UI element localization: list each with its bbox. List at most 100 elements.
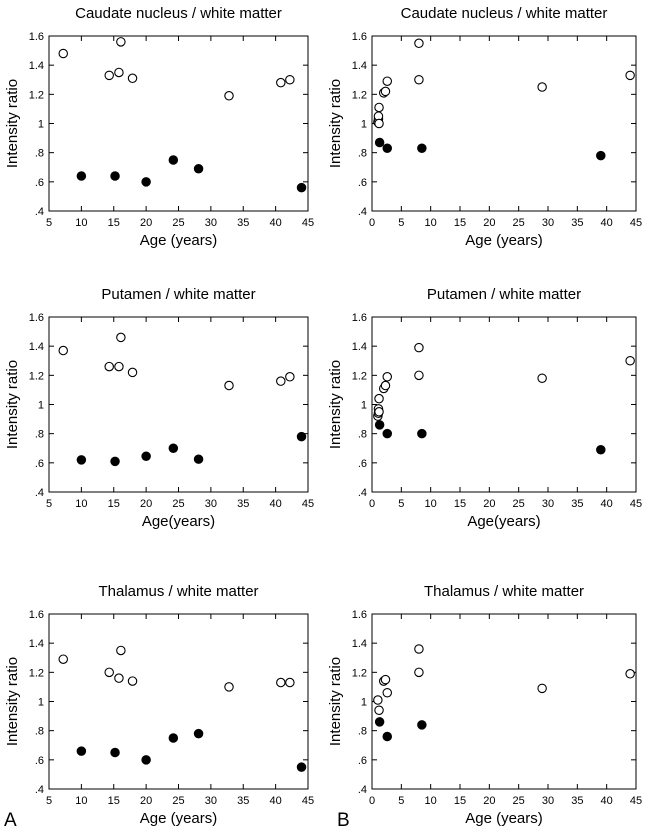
open-data-point xyxy=(380,86,391,97)
filled-data-point xyxy=(417,143,427,154)
y-tick-label: 1.6 xyxy=(352,31,367,43)
y-tick-label: .4 xyxy=(358,784,367,796)
open-data-point xyxy=(285,372,295,382)
x-tick-label: 35 xyxy=(571,795,583,807)
open-data-point xyxy=(58,345,68,356)
filled-data-point xyxy=(168,155,179,165)
x-tick-label: 40 xyxy=(601,217,613,229)
x-tick-label: 15 xyxy=(108,795,120,807)
x-tick-label: 25 xyxy=(172,217,184,229)
open-data-point xyxy=(414,38,424,49)
open-data-point xyxy=(58,48,68,59)
y-tick-label: 1.6 xyxy=(29,609,44,621)
x-tick-label: 40 xyxy=(270,217,282,229)
plot-frame xyxy=(371,613,637,790)
y-tick-label: .6 xyxy=(35,177,44,189)
chart-title: Caudate nucleus / white matter xyxy=(75,5,282,22)
open-data-point xyxy=(114,673,124,683)
open-data-point xyxy=(625,355,635,366)
plot-frame xyxy=(48,316,309,493)
x-tick-label: 40 xyxy=(601,498,613,510)
x-tick-label: 45 xyxy=(630,795,642,807)
filled-data-point xyxy=(110,747,120,758)
chart-panel-3: Putamen / white matter 5 10 15 20 25 30 35 40 45.… xyxy=(4,286,314,530)
y-tick-label: .6 xyxy=(358,458,367,470)
y-tick-label: 1 xyxy=(38,697,44,709)
x-axis-label: Age (years) xyxy=(140,232,218,249)
filled-data-point xyxy=(374,137,385,148)
open-data-point xyxy=(382,372,393,382)
chart-title: Putamen / white matter xyxy=(427,286,581,303)
filled-data-point xyxy=(141,755,151,765)
filled-data-point xyxy=(76,455,87,465)
y-tick-label: 1 xyxy=(38,119,44,131)
y-tick-label: 1.2 xyxy=(352,667,367,679)
x-tick-label: 45 xyxy=(302,217,314,229)
open-data-point xyxy=(373,695,383,705)
x-tick-label: 25 xyxy=(172,498,184,510)
panel-letter-b: B xyxy=(337,810,350,831)
open-data-point xyxy=(537,683,547,694)
open-data-point xyxy=(374,118,384,129)
plot-frame xyxy=(371,316,637,493)
chart-panel-2: Caudate nucleus / white matter 0 5 10 15 20 25… xyxy=(327,5,642,249)
open-data-point xyxy=(224,91,234,101)
x-tick-label: 20 xyxy=(483,217,495,229)
open-data-point xyxy=(285,75,295,85)
open-data-point xyxy=(104,667,114,678)
filled-data-point xyxy=(417,720,427,730)
filled-data-point xyxy=(141,451,151,462)
filled-data-point xyxy=(596,444,606,455)
y-tick-label: .6 xyxy=(358,755,367,767)
y-tick-label: .6 xyxy=(35,755,44,767)
x-tick-label: 35 xyxy=(237,795,249,807)
y-tick-label: 1 xyxy=(361,400,367,412)
x-tick-label: 10 xyxy=(75,795,87,807)
x-tick-label: 30 xyxy=(205,217,217,229)
x-tick-label: 20 xyxy=(140,498,152,510)
open-data-point xyxy=(382,687,393,698)
y-tick-label: 1.4 xyxy=(352,638,367,650)
chart-title: Putamen / white matter xyxy=(101,286,255,303)
open-data-point xyxy=(414,667,424,678)
filled-data-point xyxy=(382,143,393,154)
open-data-point xyxy=(224,380,234,391)
open-data-point xyxy=(380,674,391,685)
y-axis-label: Intensity ratio xyxy=(4,79,21,168)
y-tick-label: 1.4 xyxy=(29,60,44,72)
x-tick-label: 5 xyxy=(46,795,52,807)
open-data-point xyxy=(285,677,295,688)
filled-data-point xyxy=(296,762,307,772)
y-tick-label: 1.6 xyxy=(352,609,367,621)
x-axis-label: Age (years) xyxy=(465,232,543,249)
x-tick-label: 20 xyxy=(140,795,152,807)
y-tick-label: 1.4 xyxy=(352,60,367,72)
x-axis-label: Age(years) xyxy=(467,513,540,530)
x-tick-label: 45 xyxy=(630,498,642,510)
x-tick-label: 45 xyxy=(302,498,314,510)
chart-title: Thalamus / white matter xyxy=(98,583,258,600)
open-data-point xyxy=(276,376,286,386)
y-tick-label: 1.6 xyxy=(29,31,44,43)
plot-frame xyxy=(371,35,637,212)
open-data-point xyxy=(414,75,424,85)
open-data-point xyxy=(374,393,384,404)
x-tick-label: 30 xyxy=(542,498,554,510)
y-axis-label: Intensity ratio xyxy=(327,360,344,449)
open-data-point xyxy=(104,361,114,372)
x-tick-label: 30 xyxy=(205,498,217,510)
x-tick-label: 5 xyxy=(398,498,404,510)
filled-data-point xyxy=(168,443,179,453)
x-tick-label: 0 xyxy=(369,217,375,229)
open-data-point xyxy=(116,645,126,656)
open-data-point xyxy=(374,705,384,715)
y-axis-label: Intensity ratio xyxy=(327,657,344,746)
x-axis-label: Age (years) xyxy=(140,810,218,827)
x-tick-label: 15 xyxy=(108,217,120,229)
open-data-point xyxy=(537,82,547,92)
y-tick-label: .4 xyxy=(358,487,367,499)
x-tick-label: 40 xyxy=(270,795,282,807)
open-data-point xyxy=(104,70,114,81)
x-tick-label: 5 xyxy=(46,217,52,229)
chart-panel-4: Putamen / white matter 0 5 10 15 20 25 30 35 40 45… xyxy=(327,286,642,530)
